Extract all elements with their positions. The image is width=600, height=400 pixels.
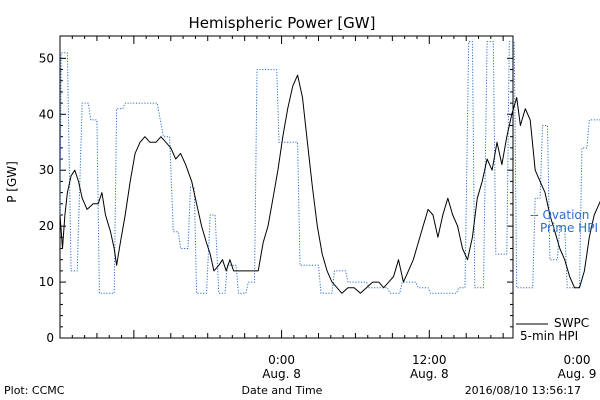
y-tick-label: 40 (39, 107, 54, 121)
plot-frame (59, 35, 514, 339)
footer-timestamp: 2016/08/10 13:56:17 (465, 384, 581, 397)
swpc-hpi-series-line (59, 74, 600, 294)
x-tick-date-label: Aug. 8 (410, 367, 449, 381)
y-axis-ticks: 0 10 20 30 40 50 (39, 51, 513, 345)
x-tick-date-label: Aug. 9 (558, 367, 597, 381)
series-layer (59, 41, 600, 294)
x-tick-time-label: 12:00 (412, 353, 447, 367)
y-tick-label: 50 (39, 51, 54, 65)
y-axis-label: P [GW] (5, 161, 19, 203)
ovation-prime-series-line (59, 41, 600, 294)
x-tick-time-label: 0:00 (268, 353, 295, 367)
plot-area-border (59, 35, 514, 339)
legend-swpc-line1: SWPC (554, 316, 589, 330)
legend-ovation-line2: Prime HPI (540, 221, 598, 235)
y-tick-label: 10 (39, 275, 54, 289)
y-tick-label: 0 (46, 331, 54, 345)
legend: -- Ovation Prime HPI SWPC 5-min HPI (516, 208, 598, 343)
legend-swpc-line2: 5-min HPI (520, 329, 578, 343)
x-tick-date-label: Aug. 8 (262, 367, 301, 381)
chart-title: Hemispheric Power [GW] (189, 14, 376, 32)
x-tick-time-label: 0:00 (564, 353, 591, 367)
footer-plot-credit: Plot: CCMC (4, 384, 65, 397)
y-tick-label: 30 (39, 163, 54, 177)
x-axis-label: Date and Time (242, 384, 323, 397)
y-tick-label: 20 (39, 219, 54, 233)
legend-ovation-line1: -- Ovation (530, 208, 589, 222)
